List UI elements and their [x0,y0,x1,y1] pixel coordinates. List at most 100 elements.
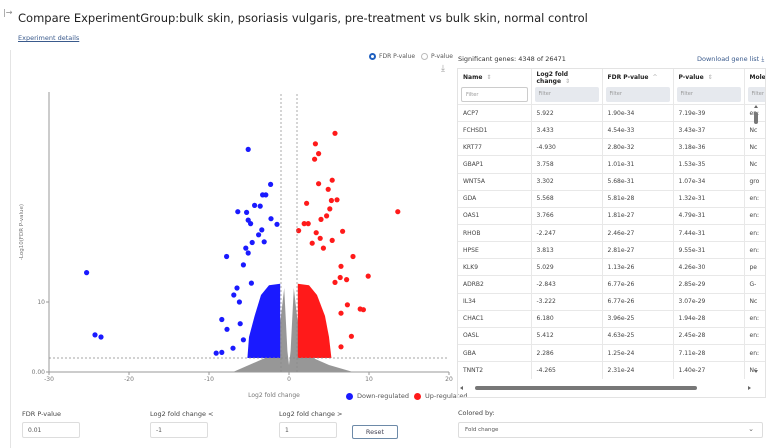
up-regulated-point[interactable] [338,310,344,316]
table-row[interactable]: GBAP1 3.758 1.01e-31 1.53e-35 Nc [458,155,765,174]
up-regulated-point[interactable] [337,274,343,281]
radio-fdr-pvalue[interactable]: FDR P-value [369,53,415,60]
down-regulated-point[interactable] [84,270,90,276]
up-regulated-point[interactable] [304,200,310,206]
up-regulated-point[interactable] [332,279,338,285]
up-regulated-point[interactable] [301,221,307,227]
table-row[interactable]: GDA 5.568 5.81e-28 1.32e-31 en: [458,189,765,208]
up-regulated-point[interactable] [360,307,366,313]
column-filter-input[interactable]: Filter [605,87,670,102]
column-filter-input[interactable]: Filter [461,87,528,102]
down-regulated-point[interactable] [237,321,243,327]
down-regulated-point[interactable] [243,245,249,251]
table-row[interactable]: KRT77 -4.930 2.80e-32 3.18e-36 Nc [458,138,765,156]
down-regulated-point[interactable] [249,239,255,246]
down-regulated-point[interactable] [240,262,246,268]
up-regulated-point[interactable] [324,213,330,219]
column-filter-input[interactable]: Filter [747,87,765,102]
down-regulated-point[interactable] [219,316,225,323]
up-regulated-point[interactable] [334,197,340,203]
scroll-left-icon[interactable] [460,386,463,390]
down-regulated-point[interactable] [230,345,236,351]
table-row[interactable]: KLK9 5.029 1.13e-26 4.26e-30 pe [458,258,765,276]
down-regulated-point[interactable] [219,349,225,355]
download-plot-icon[interactable]: ⤓ [441,64,445,74]
scroll-right-icon[interactable] [748,386,751,390]
vertical-scrollbar[interactable] [752,103,760,376]
down-regulated-point[interactable] [268,181,274,187]
table-row[interactable]: WNT5A 3.302 5.68e-31 1.07e-34 gro [458,172,765,191]
column-header[interactable]: P-value ⇕ [673,69,745,86]
radio-pvalue[interactable]: P-value [421,53,453,60]
column-header[interactable]: FDR P-value ^ [602,69,674,86]
down-regulated-point[interactable] [224,326,230,332]
down-regulated-point[interactable] [274,221,280,227]
up-regulated-point[interactable] [395,209,401,215]
up-regulated-point[interactable] [318,216,324,222]
table-row[interactable]: OAS1 3.766 1.81e-27 4.79e-31 en: [458,206,765,225]
up-regulated-point[interactable] [365,273,371,279]
fdr-input[interactable]: 0.01 [22,422,80,438]
scroll-down-icon[interactable] [754,370,758,373]
sort-icon[interactable]: ^ [652,74,658,81]
down-regulated-point[interactable] [248,280,254,286]
down-regulated-point[interactable] [224,253,230,260]
column-header[interactable]: Name ⇕ [458,69,532,86]
collapse-sidebar-icon[interactable]: |→ [3,8,13,17]
experiment-details-link[interactable]: Experiment details [18,34,80,42]
up-regulated-point[interactable] [327,206,333,212]
up-regulated-point[interactable] [338,263,344,269]
up-regulated-point[interactable] [320,245,326,251]
up-regulated-point[interactable] [350,253,356,260]
down-regulated-point[interactable] [257,203,263,209]
table-row[interactable]: HPSE 3.813 2.81e-27 9.55e-31 en: [458,241,765,259]
up-regulated-point[interactable] [332,130,338,136]
reset-button[interactable]: Reset [352,425,398,439]
lfc-gt-input[interactable]: 1 [279,422,337,438]
down-regulated-point[interactable] [236,299,242,305]
up-regulated-point[interactable] [328,197,334,204]
down-regulated-point[interactable] [245,146,251,152]
scroll-up-icon[interactable] [754,105,758,108]
sort-icon[interactable]: ⇕ [486,74,492,81]
legend-item-up[interactable]: Up-regulated [414,392,467,400]
table-row[interactable]: IL34 -3.222 6.77e-26 3.07e-29 Nc [458,292,765,311]
up-regulated-point[interactable] [317,235,323,241]
colored-by-select[interactable]: Fold change ⌄ [458,422,763,438]
up-regulated-point[interactable] [313,230,319,236]
column-header[interactable]: Molec [744,69,765,86]
horizontal-scrollbar[interactable] [458,384,758,392]
table-row[interactable]: GBA 2.286 1.25e-24 7.11e-28 en: [458,343,765,362]
down-regulated-point[interactable] [245,250,251,256]
up-regulated-point[interactable] [316,181,322,187]
lfc-lt-input[interactable]: -1 [150,422,208,438]
sort-icon[interactable]: ⇕ [565,77,571,85]
down-regulated-point[interactable] [256,232,262,238]
scroll-thumb-horizontal[interactable] [475,386,697,390]
table-row[interactable]: CHAC1 6.180 3.96e-25 1.94e-28 en: [458,309,765,328]
up-regulated-point[interactable] [344,277,350,283]
down-regulated-point[interactable] [244,209,250,215]
up-regulated-point[interactable] [325,186,331,192]
table-row[interactable]: ADRB2 -2.843 6.77e-26 2.85e-29 G- [458,275,765,294]
up-regulated-point[interactable] [340,228,346,234]
down-regulated-point[interactable] [252,202,258,208]
up-regulated-point[interactable] [305,221,311,227]
up-regulated-point[interactable] [344,302,350,308]
down-regulated-point[interactable] [92,332,98,338]
up-regulated-point[interactable] [309,240,315,246]
column-filter-input[interactable]: Filter [534,87,599,102]
legend-item-down[interactable]: Down-regulated [346,392,409,400]
scroll-thumb[interactable] [754,112,758,124]
table-row[interactable]: OASL 5.412 4.63e-25 2.45e-28 en: [458,326,765,345]
down-regulated-point[interactable] [234,285,240,291]
down-regulated-point[interactable] [259,227,265,233]
down-regulated-point[interactable] [261,239,267,245]
down-regulated-point[interactable] [98,334,104,340]
up-regulated-point[interactable] [329,177,335,183]
down-regulated-point[interactable] [268,216,274,222]
table-row[interactable]: TNNT2 -4.265 2.31e-24 1.40e-27 Nc [458,361,765,379]
down-regulated-point[interactable] [263,192,269,198]
down-regulated-point[interactable] [240,337,246,343]
